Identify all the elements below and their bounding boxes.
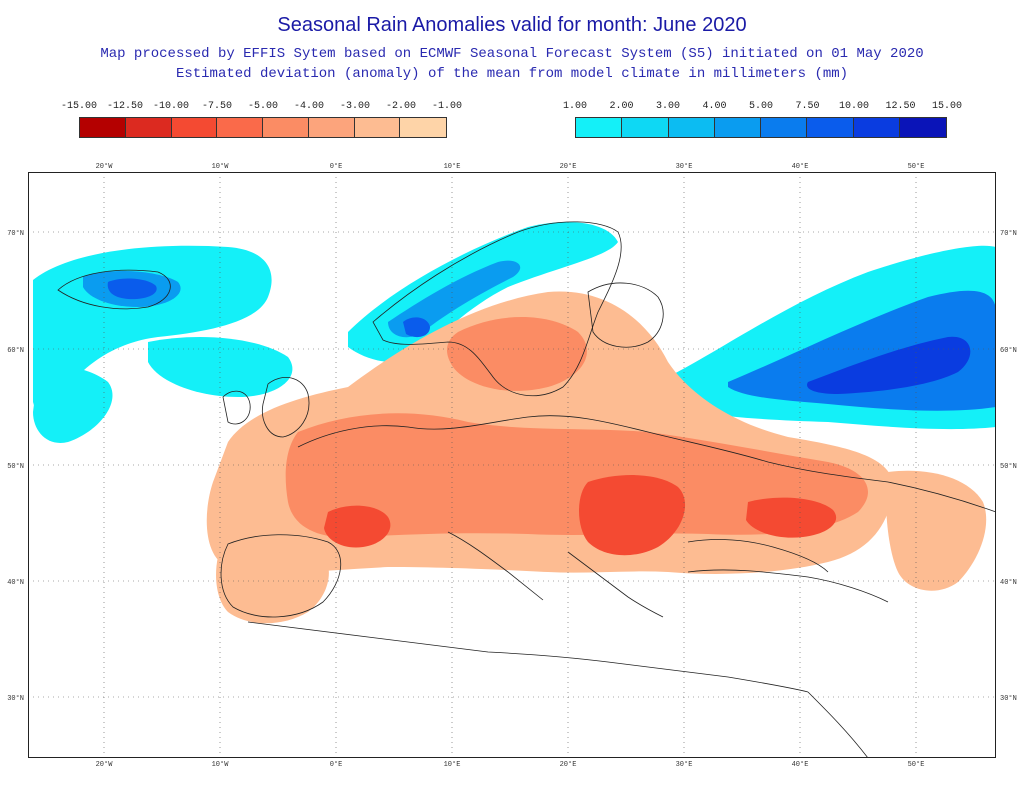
coordinate-label: 60°N xyxy=(7,346,24,355)
legend-negative-colorbar xyxy=(79,117,447,138)
coordinate-label: 20°E xyxy=(560,760,577,769)
coordinate-label: 70°N xyxy=(7,229,24,238)
legend-tick-label: -7.50 xyxy=(201,101,233,112)
coordinate-label: 50°E xyxy=(908,162,925,171)
legend-tick-label: 7.50 xyxy=(795,101,820,112)
legend-tick-label: -12.50 xyxy=(106,101,144,112)
legend-color-cell xyxy=(125,118,172,137)
negative-anomaly-baltic xyxy=(446,317,587,391)
legend-color-cell xyxy=(354,118,401,137)
legend-tick-label: 12.50 xyxy=(885,101,916,112)
legend-tick-label: -5.00 xyxy=(247,101,279,112)
positive-anomaly-atlantic-west xyxy=(33,366,113,443)
legend-tick-label: -10.00 xyxy=(152,101,190,112)
positive-anomaly-norway-core xyxy=(388,260,521,338)
coordinate-label: 70°N xyxy=(1000,229,1017,238)
legend-color-cell xyxy=(576,118,623,137)
negative-anomaly-black-sea xyxy=(746,497,837,538)
legend-color-cell xyxy=(80,118,126,137)
coastlines xyxy=(57,221,996,758)
coordinate-label: 40°E xyxy=(792,162,809,171)
legend-tick-label: 3.00 xyxy=(655,101,681,112)
coordinate-label: 10°E xyxy=(444,162,461,171)
legend-negative-labels: -15.00 -12.50 -10.00 -7.50 -5.00 -4.00 -3.00 -2… xyxy=(61,101,462,115)
legend-tick-label: 15.00 xyxy=(931,101,963,112)
coordinate-label: 0°E xyxy=(330,760,343,769)
legend-positive: 1.00 2.00 3.00 4.00 5.00 7.50 10.00 12.50 15.00 xyxy=(563,101,962,141)
legend-color-cell xyxy=(263,118,309,137)
negative-anomaly-hungary xyxy=(579,475,686,556)
map-frame xyxy=(28,172,996,758)
legend-color-cell xyxy=(668,118,715,137)
negative-anomaly-central-core xyxy=(285,413,868,538)
legend-tick-label: -4.00 xyxy=(293,101,325,112)
coordinate-label: 50°E xyxy=(908,760,925,769)
negative-anomaly-france xyxy=(324,505,391,548)
negative-anomaly-iberia xyxy=(216,535,329,624)
anomaly-fields xyxy=(33,222,996,624)
coordinate-label: 50°N xyxy=(7,462,24,471)
coordinate-label: 30°N xyxy=(1000,694,1017,703)
coordinate-label: 30°E xyxy=(676,760,693,769)
legend-color-cell xyxy=(714,118,761,137)
coordinate-label: 0°E xyxy=(330,162,343,171)
legend-tick-label: 10.00 xyxy=(838,101,870,112)
coordinate-label: 60°N xyxy=(1000,346,1017,355)
positive-anomaly-norway-inner xyxy=(403,317,430,338)
legend-color-cell xyxy=(853,118,900,137)
legend-color-cell xyxy=(400,118,446,137)
coordinate-label: 10°E xyxy=(444,760,461,769)
rain-anomaly-map xyxy=(28,172,996,758)
legend-tick-label: 2.00 xyxy=(609,101,634,112)
map-subtitle-units: Estimated deviation (anomaly) of the mea… xyxy=(175,66,849,82)
coordinate-label: 20°W xyxy=(96,760,114,769)
legend-color-cell xyxy=(761,118,808,137)
legend-tick-label: -15.00 xyxy=(60,101,98,112)
coordinate-label: 50°N xyxy=(1000,462,1017,471)
legend-positive-colorbar xyxy=(575,117,947,138)
coordinate-label: 20°E xyxy=(560,162,577,171)
map-title: Seasonal Rain Anomalies valid for month:… xyxy=(277,14,747,36)
legend-positive-labels: 1.00 2.00 3.00 4.00 5.00 7.50 10.00 12.50 15.00 xyxy=(563,101,962,115)
legend-negative: -15.00 -12.50 -10.00 -7.50 -5.00 -4.00 -3.00 -2… xyxy=(61,101,462,141)
legend-tick-label: 5.00 xyxy=(748,101,774,112)
coordinate-label: 10°W xyxy=(212,162,230,171)
legend-tick-label: -2.00 xyxy=(385,101,417,112)
legend-tick-label: -3.00 xyxy=(339,101,371,112)
legend-tick-label: 4.00 xyxy=(702,101,727,112)
coordinate-label: 40°E xyxy=(792,760,809,769)
legend-color-cell xyxy=(308,118,355,137)
coordinate-label: 30°N xyxy=(7,694,24,703)
coordinate-label: 20°W xyxy=(96,162,114,171)
positive-anomaly-iceland-inner xyxy=(107,278,157,300)
coordinate-label: 30°E xyxy=(676,162,693,171)
legend-color-cell xyxy=(217,118,263,137)
legend-color-cell xyxy=(899,118,946,137)
coordinate-label: 40°N xyxy=(7,578,24,587)
legend-tick-label: -1.00 xyxy=(431,101,463,112)
coordinate-label: 40°N xyxy=(1000,578,1017,587)
positive-anomaly-russia-inner xyxy=(807,336,971,394)
legend-color-cell xyxy=(171,118,218,137)
legend-color-cell xyxy=(807,118,854,137)
legend-tick-label: 1.00 xyxy=(562,101,588,112)
coordinate-label: 10°W xyxy=(212,760,230,769)
map-subtitle-source: Map processed by EFFIS Sytem based on EC… xyxy=(100,46,924,62)
legend-color-cell xyxy=(622,118,669,137)
